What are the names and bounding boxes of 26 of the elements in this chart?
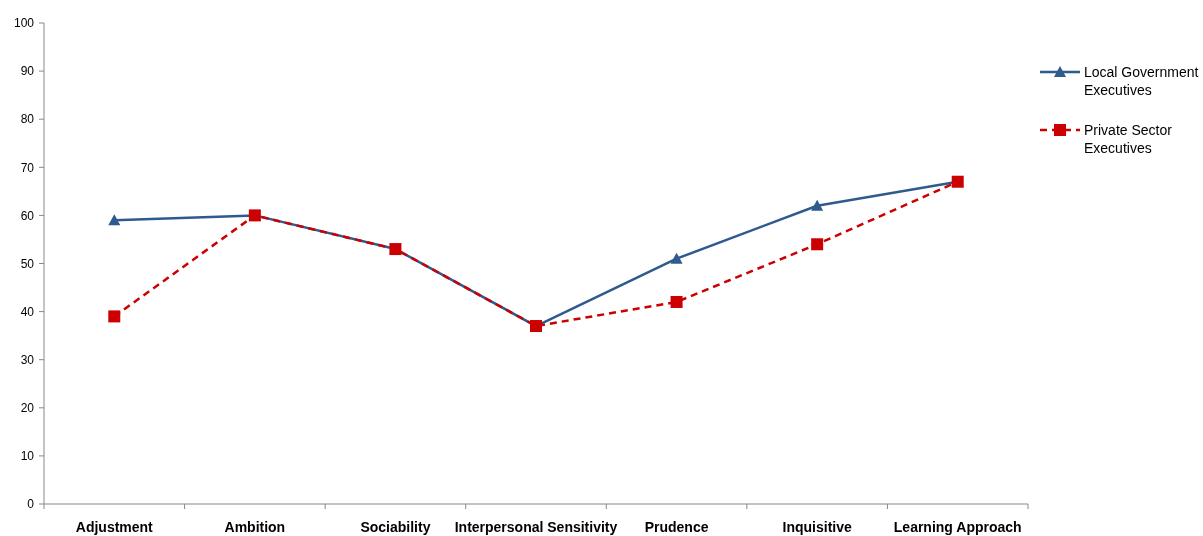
y-tick-label: 40 — [20, 304, 35, 319]
y-tick-label: 100 — [13, 16, 35, 31]
y-tick-label: 20 — [20, 401, 35, 415]
point — [108, 214, 121, 226]
x-tick-label: Learning Approach — [893, 519, 1022, 535]
y-tick-label: 10 — [20, 449, 35, 464]
point — [811, 238, 824, 251]
y-tick-label: 30 — [20, 352, 35, 367]
y-tick-label: 60 — [20, 208, 35, 223]
y-tick-label: 80 — [20, 112, 35, 127]
y-tick-label: 50 — [20, 256, 35, 271]
point — [811, 199, 824, 211]
legend-label: Private Sector Executives — [1084, 121, 1173, 157]
x-tick-label: Inquisitive — [782, 519, 852, 535]
x-tick-label: Prudence — [644, 519, 709, 535]
legend-label: Local Government Executives — [1084, 63, 1199, 99]
x-tick-label: Interpersonal Sensitivity — [454, 519, 618, 535]
y-tick-label: 70 — [20, 160, 35, 175]
y-tick-label: 90 — [20, 64, 35, 79]
y-tick-label: 0 — [27, 497, 35, 512]
x-tick-label: Ambition — [224, 519, 286, 535]
point — [108, 310, 121, 323]
point — [670, 295, 683, 308]
x-tick-label: Adjustment — [75, 519, 154, 535]
point — [670, 252, 683, 264]
x-tick-label: Sociability — [360, 519, 431, 535]
